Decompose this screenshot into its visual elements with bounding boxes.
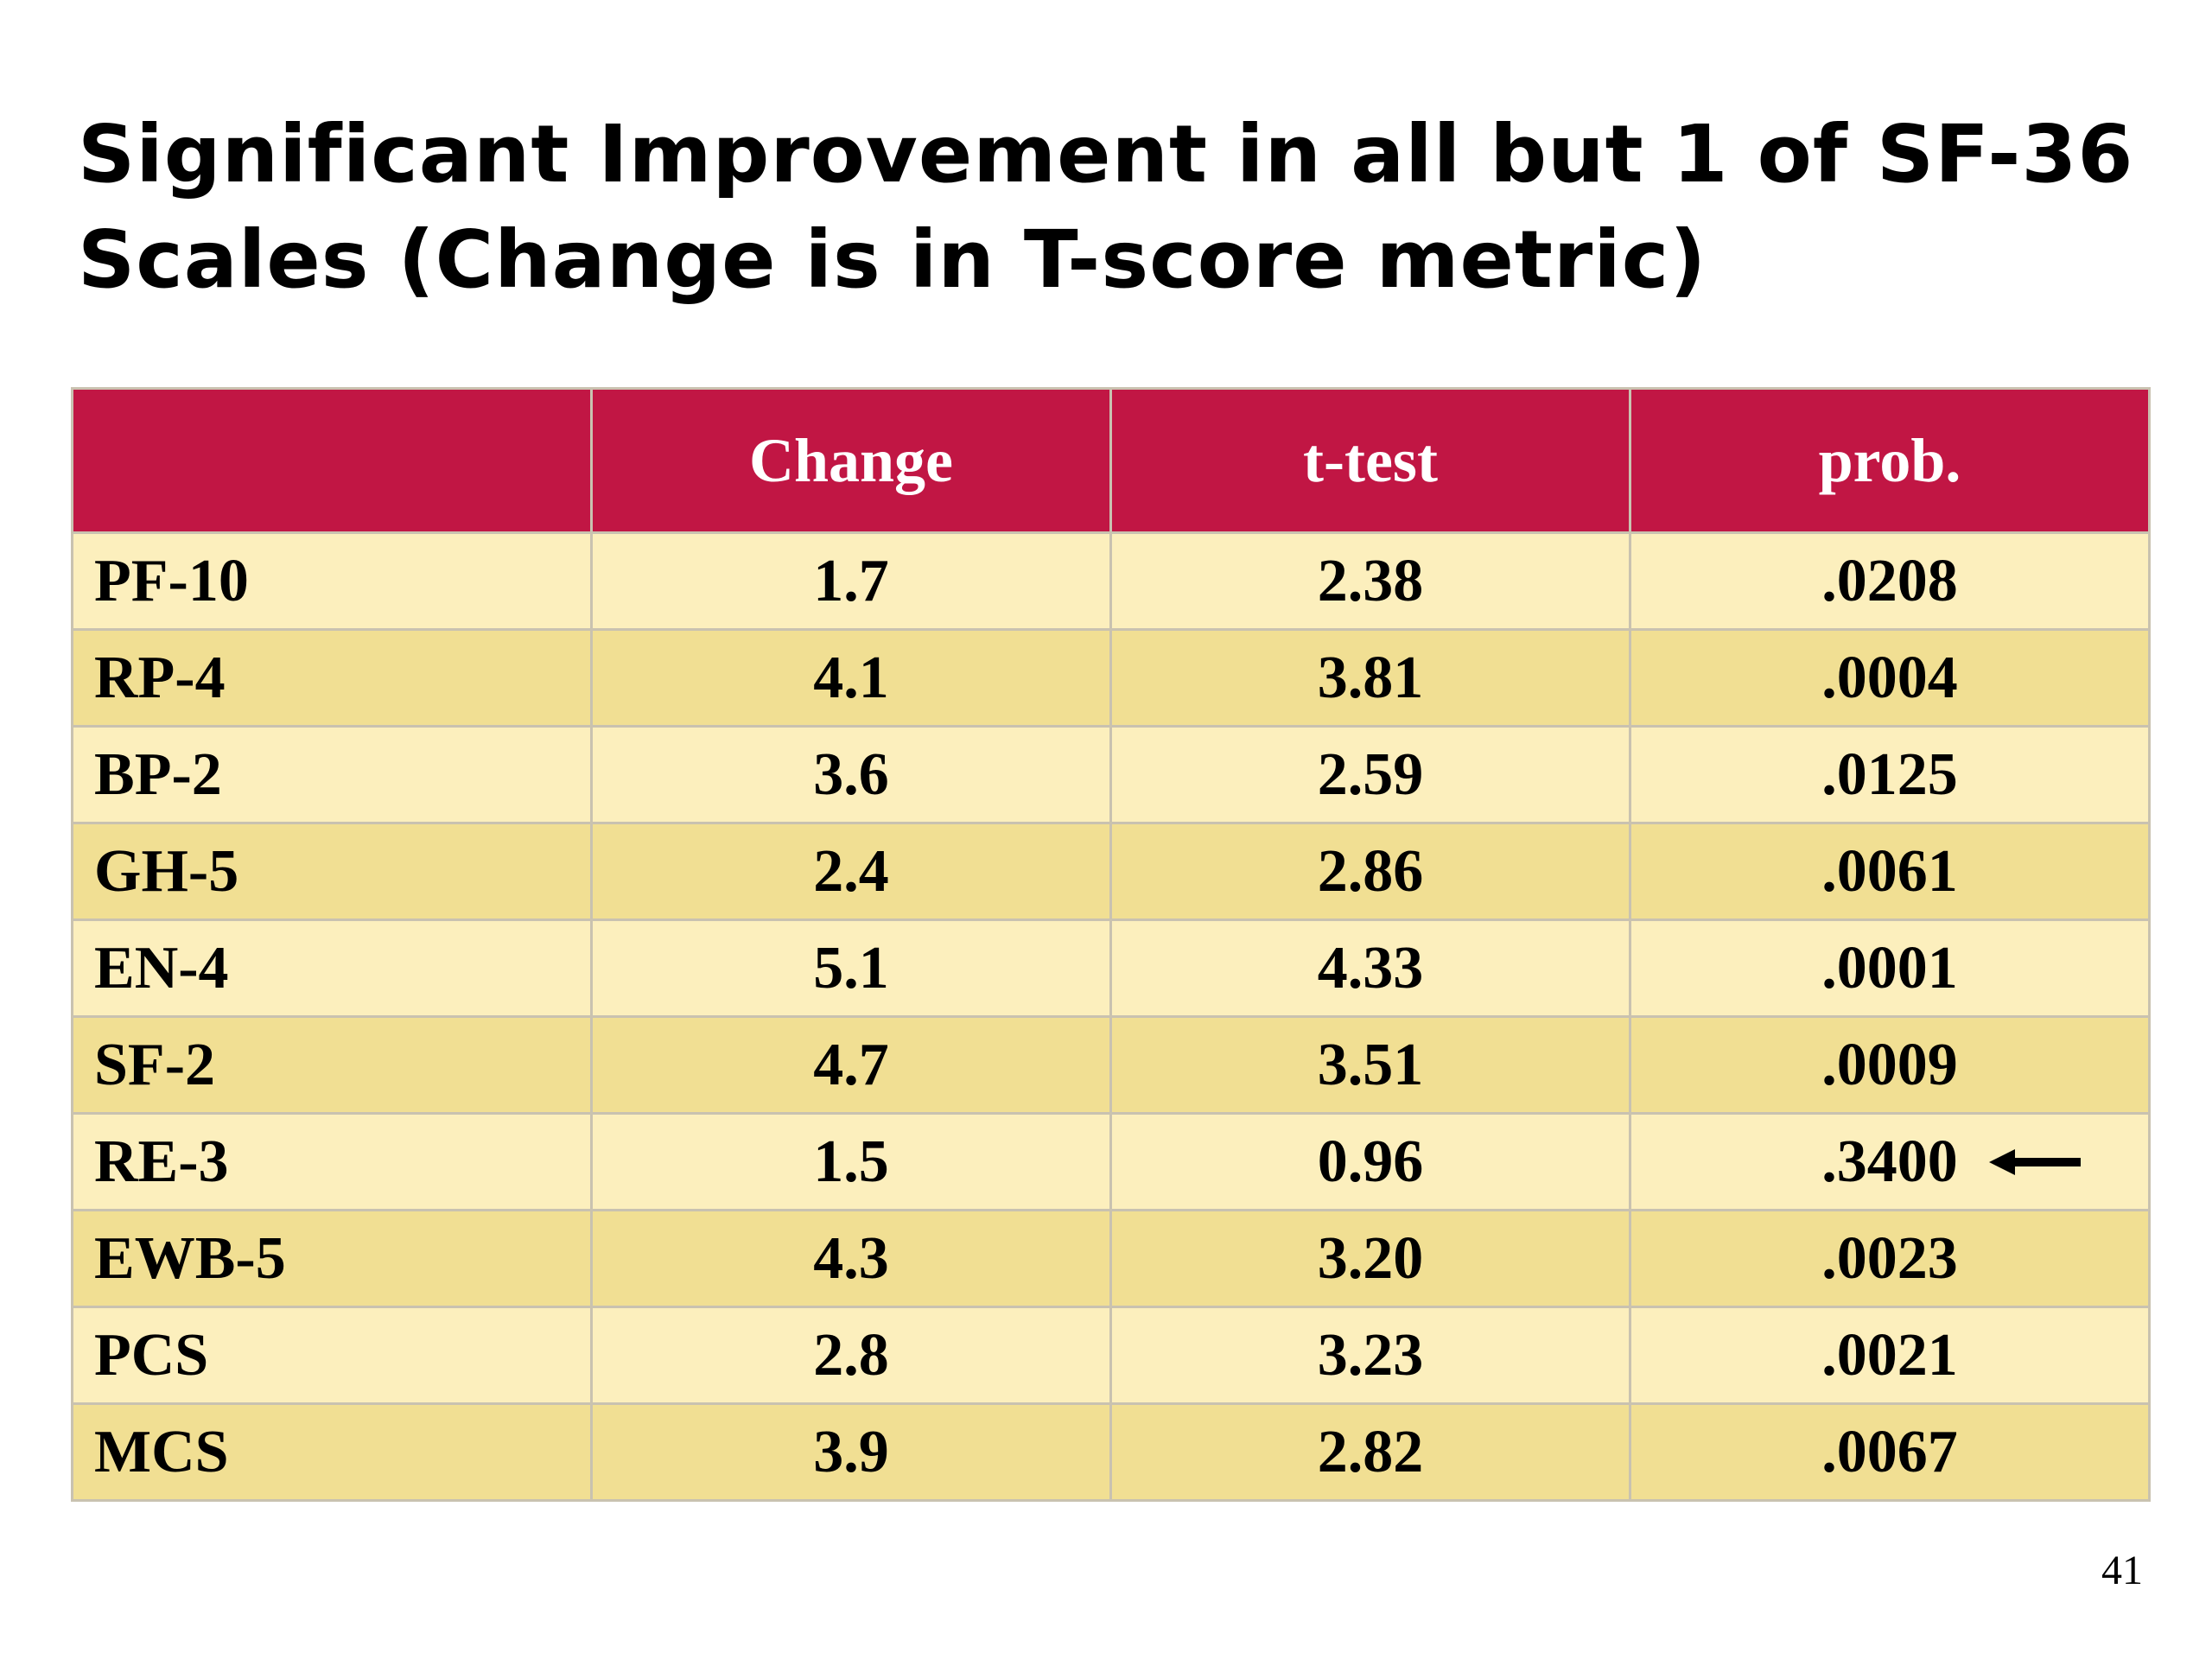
change-value: 2.4 xyxy=(590,822,1112,921)
t-test-value: 3.20 xyxy=(1109,1209,1631,1308)
slide-title-line-2: Scales (Change is in T-score metric) xyxy=(78,213,1707,306)
prob-value: .0023 xyxy=(1629,1209,2151,1308)
prob-value: .0208 xyxy=(1629,531,2151,631)
scale-label: EWB-5 xyxy=(71,1209,593,1308)
t-test-value: 2.38 xyxy=(1109,531,1631,631)
t-test-value: 2.86 xyxy=(1109,822,1631,921)
header-prob: prob. xyxy=(1629,387,2151,534)
table-row: BP-2 3.6 2.59 .0125 xyxy=(71,725,2151,824)
t-test-value: 3.51 xyxy=(1109,1015,1631,1115)
header-blank xyxy=(71,387,593,534)
change-value: 3.6 xyxy=(590,725,1112,824)
sf36-results-table: Change t-test prob. PF-10 1.7 2.38 .0208… xyxy=(71,387,2151,1502)
table-row: PF-10 1.7 2.38 .0208 xyxy=(71,531,2151,631)
table-row: RP-4 4.1 3.81 .0004 xyxy=(71,628,2151,728)
prob-value: .0004 xyxy=(1629,628,2151,728)
prob-value: .0021 xyxy=(1629,1306,2151,1405)
header-change: Change xyxy=(590,387,1112,534)
scale-label: PF-10 xyxy=(71,531,593,631)
change-value: 1.7 xyxy=(590,531,1112,631)
table-row-highlighted: RE-3 1.5 0.96 .3400 xyxy=(71,1112,2151,1211)
t-test-value: 3.81 xyxy=(1109,628,1631,728)
prob-cell-highlighted: .3400 xyxy=(1629,1112,2151,1211)
prob-value: .0001 xyxy=(1629,918,2151,1018)
scale-label: EN-4 xyxy=(71,918,593,1018)
t-test-value: 2.82 xyxy=(1109,1402,1631,1502)
change-value: 4.1 xyxy=(590,628,1112,728)
table-row: MCS 3.9 2.82 .0067 xyxy=(71,1402,2151,1502)
prob-value: .3400 xyxy=(1821,1128,1958,1195)
scale-label: MCS xyxy=(71,1402,593,1502)
slide-title: Significant Improvement in all but 1 of … xyxy=(78,102,2152,313)
table-row: PCS 2.8 3.23 .0021 xyxy=(71,1306,2151,1405)
change-value: 4.3 xyxy=(590,1209,1112,1308)
table-row: EWB-5 4.3 3.20 .0023 xyxy=(71,1209,2151,1308)
table-row: SF-2 4.7 3.51 .0009 xyxy=(71,1015,2151,1115)
prob-value: .0061 xyxy=(1629,822,2151,921)
left-arrow-icon xyxy=(1989,1148,2081,1175)
page-number: 41 xyxy=(2101,1548,2143,1593)
table-row: EN-4 5.1 4.33 .0001 xyxy=(71,918,2151,1018)
change-value: 4.7 xyxy=(590,1015,1112,1115)
change-value: 3.9 xyxy=(590,1402,1112,1502)
scale-label: GH-5 xyxy=(71,822,593,921)
change-value: 2.8 xyxy=(590,1306,1112,1405)
change-value: 5.1 xyxy=(590,918,1112,1018)
prob-value: .0125 xyxy=(1629,725,2151,824)
scale-label: BP-2 xyxy=(71,725,593,824)
table-row: GH-5 2.4 2.86 .0061 xyxy=(71,822,2151,921)
t-test-value: 0.96 xyxy=(1109,1112,1631,1211)
scale-label: SF-2 xyxy=(71,1015,593,1115)
change-value: 1.5 xyxy=(590,1112,1112,1211)
t-test-value: 4.33 xyxy=(1109,918,1631,1018)
scale-label: PCS xyxy=(71,1306,593,1405)
prob-value: .0067 xyxy=(1629,1402,2151,1502)
table-header-row: Change t-test prob. xyxy=(71,387,2151,534)
slide-title-line-1: Significant Improvement in all but 1 of … xyxy=(78,108,2134,200)
t-test-value: 3.23 xyxy=(1109,1306,1631,1405)
prob-value: .0009 xyxy=(1629,1015,2151,1115)
scale-label: RE-3 xyxy=(71,1112,593,1211)
t-test-value: 2.59 xyxy=(1109,725,1631,824)
scale-label: RP-4 xyxy=(71,628,593,728)
header-t-test: t-test xyxy=(1109,387,1631,534)
